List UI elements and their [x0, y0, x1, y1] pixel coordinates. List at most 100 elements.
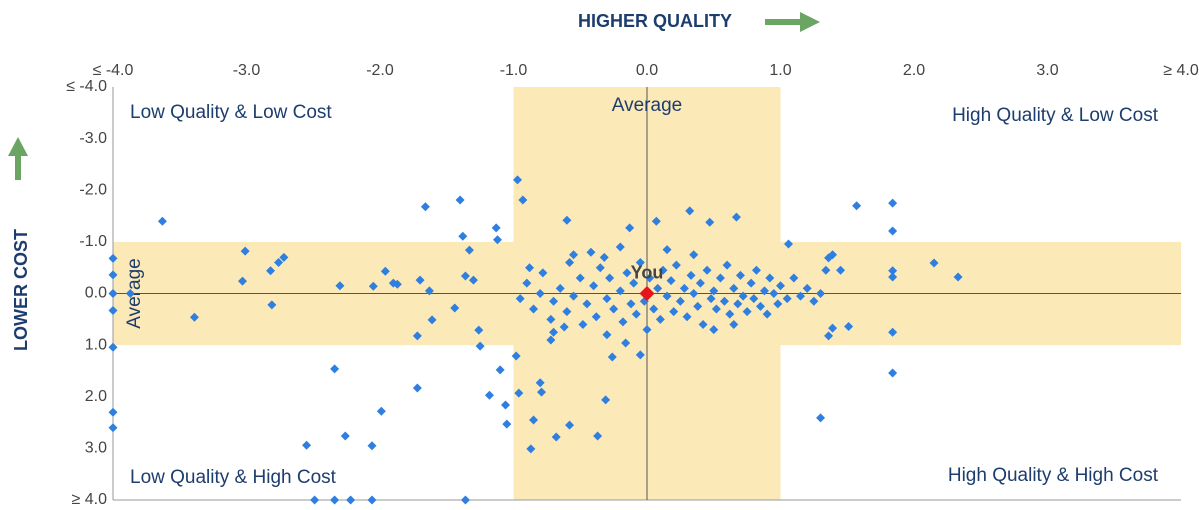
data-point — [538, 268, 548, 278]
data-point — [367, 441, 377, 451]
data-point — [578, 319, 588, 329]
data-point — [735, 270, 745, 280]
data-point — [686, 270, 696, 280]
data-point — [782, 294, 792, 304]
data-point — [108, 306, 118, 316]
data-point — [535, 289, 545, 298]
average-label: Average — [612, 95, 682, 116]
data-point — [742, 307, 752, 317]
data-point — [682, 312, 692, 322]
data-point — [526, 444, 536, 454]
data-point — [888, 266, 898, 276]
data-point — [335, 281, 345, 291]
data-point — [719, 296, 729, 306]
data-point — [816, 413, 826, 423]
quadrant-label: Low Quality & High Cost — [130, 467, 337, 488]
data-point — [773, 299, 783, 309]
data-point — [784, 239, 794, 249]
y-tick-label: -3.0 — [79, 130, 107, 147]
data-point — [412, 383, 422, 393]
data-point — [502, 419, 512, 429]
data-point — [267, 300, 277, 310]
data-point — [582, 299, 592, 309]
data-point — [460, 495, 470, 505]
data-point — [460, 271, 470, 281]
data-point — [759, 286, 769, 296]
data-point — [412, 331, 422, 341]
data-point — [535, 378, 545, 388]
data-point — [108, 270, 118, 280]
y-tick-label: -2.0 — [79, 181, 107, 198]
data-point — [525, 263, 535, 273]
data-point — [929, 258, 939, 268]
data-point — [415, 275, 425, 285]
data-point — [698, 319, 708, 329]
data-point — [796, 291, 806, 301]
data-point — [599, 252, 609, 262]
data-point — [725, 309, 735, 319]
data-point — [602, 330, 612, 340]
data-point — [731, 212, 741, 222]
x-tick-label: -3.0 — [233, 62, 261, 79]
data-point — [609, 304, 619, 314]
data-point — [629, 278, 639, 288]
data-point — [669, 307, 679, 317]
data-point — [729, 319, 739, 329]
data-point — [679, 283, 689, 293]
x-tick-label: 1.0 — [769, 62, 791, 79]
data-point — [551, 432, 561, 442]
data-point — [266, 266, 276, 276]
data-point — [693, 301, 703, 311]
y-tick-label: 1.0 — [85, 336, 107, 353]
data-point — [631, 309, 641, 319]
data-point — [108, 423, 118, 433]
quadrant-label: High Quality & Low Cost — [952, 105, 1159, 126]
data-point — [711, 304, 721, 314]
data-point — [108, 289, 118, 298]
data-point — [765, 273, 775, 283]
data-point — [658, 265, 668, 275]
data-point — [802, 283, 812, 293]
data-point — [565, 420, 575, 430]
data-point — [601, 395, 611, 405]
data-point — [671, 260, 681, 270]
data-point — [816, 289, 826, 298]
data-point — [821, 265, 831, 275]
data-point — [618, 317, 628, 327]
data-point — [602, 294, 612, 304]
data-point — [689, 250, 699, 260]
data-point — [715, 273, 725, 283]
data-point — [302, 440, 312, 450]
data-point — [380, 266, 390, 276]
data-point — [824, 331, 834, 341]
data-point — [635, 258, 645, 268]
data-point — [642, 325, 652, 335]
data-point — [546, 314, 556, 324]
data-point — [653, 283, 663, 293]
data-point — [458, 231, 468, 241]
quadrant-label: High Quality & High Cost — [948, 465, 1159, 486]
data-point — [852, 201, 862, 211]
point-label: You — [631, 262, 664, 282]
data-point — [491, 223, 501, 233]
data-point — [844, 322, 854, 332]
data-point — [651, 216, 661, 226]
data-point — [475, 341, 485, 351]
data-point — [420, 202, 430, 212]
data-point — [662, 291, 672, 301]
data-point — [836, 265, 846, 275]
y-arrow — [8, 137, 28, 180]
data-point — [769, 289, 779, 298]
highlight-point — [639, 286, 655, 301]
data-point — [776, 281, 785, 291]
data-point — [595, 263, 605, 273]
data-point — [237, 276, 247, 286]
x-tick-label: ≥ 4.0 — [1163, 62, 1199, 79]
data-point — [649, 304, 659, 314]
data-point — [555, 283, 565, 293]
data-point — [888, 198, 898, 208]
data-point — [888, 368, 898, 378]
data-point — [522, 278, 532, 288]
data-point — [546, 335, 556, 345]
